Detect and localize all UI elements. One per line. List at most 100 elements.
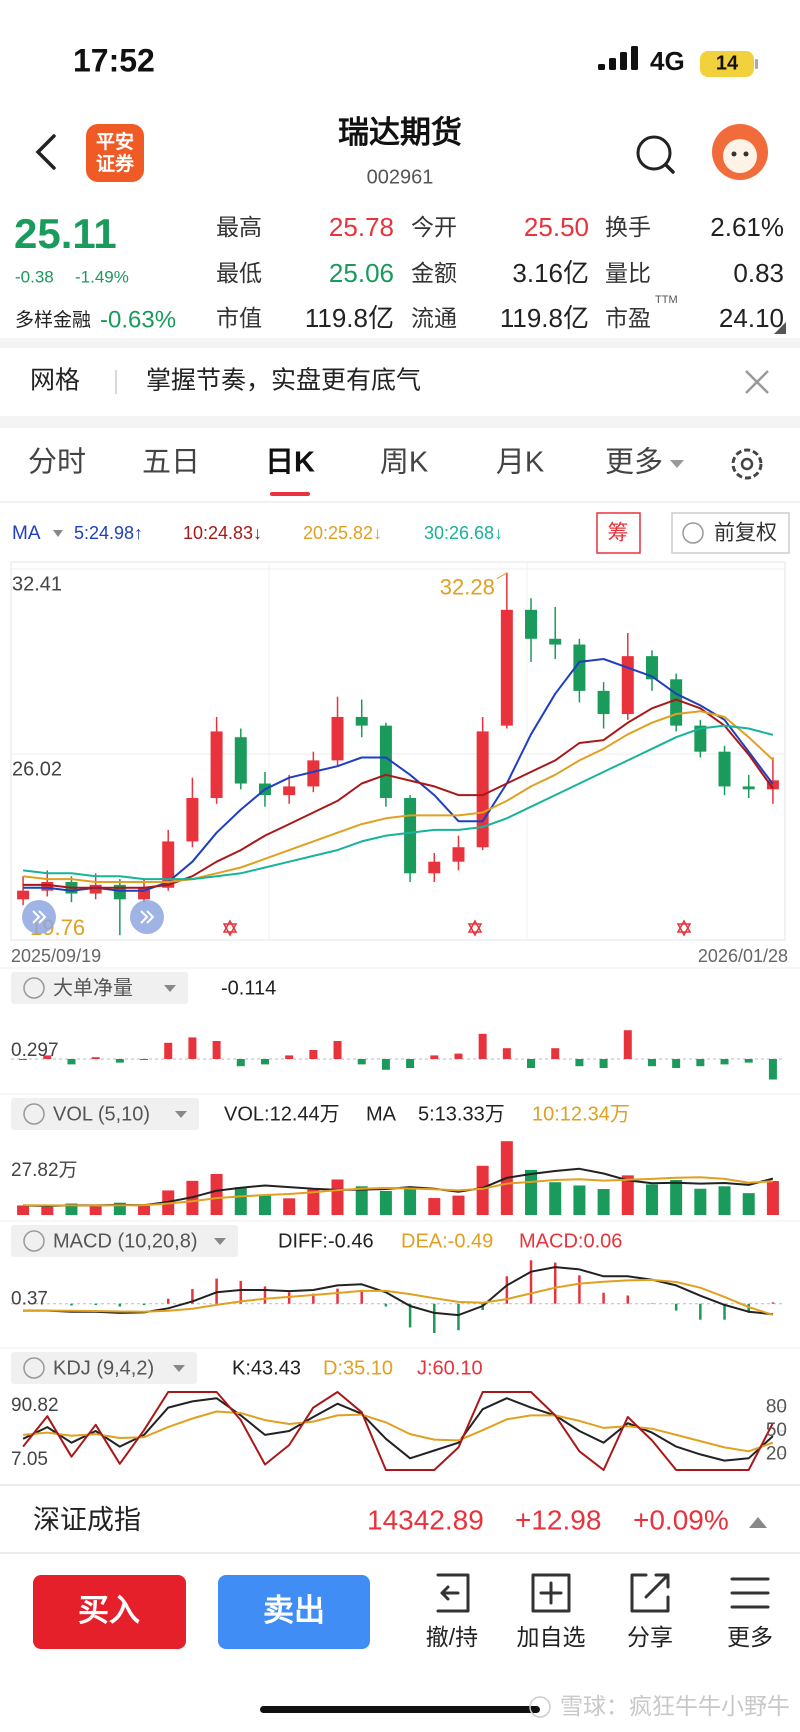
panel-legend: VOL:12.44万: [224, 1103, 340, 1125]
field-label: 最高: [216, 214, 262, 240]
net-bar: [502, 1048, 511, 1059]
info-icon: [23, 1230, 45, 1252]
net-bar: [91, 1057, 100, 1059]
tab[interactable]: 周K: [380, 447, 429, 479]
corner-mark: [774, 322, 786, 334]
net-bar: [333, 1041, 342, 1059]
ma-value: 30:26.68↓: [424, 523, 503, 543]
nav-label: 加自选: [517, 1624, 586, 1650]
ma-line: [22, 724, 774, 881]
candle-body: [766, 780, 779, 790]
y-tick-label: 20: [766, 1443, 787, 1464]
buy-button[interactable]: [33, 1575, 186, 1649]
panel-caret: [173, 1365, 185, 1372]
panel-legend: MACD:0.06: [519, 1230, 622, 1252]
net-bar: [430, 1055, 439, 1059]
volume-bar: [645, 1184, 658, 1215]
index-caret: [749, 1517, 767, 1528]
battery-tip: [755, 59, 758, 69]
candle-body: [428, 861, 441, 874]
nav-icon[interactable]: [630, 1573, 670, 1613]
battery-level: 14: [716, 52, 739, 74]
net-bar: [720, 1059, 729, 1065]
field-label: 金额: [411, 260, 457, 286]
panel-legend: DIFF:-0.46: [278, 1230, 374, 1252]
panel-legend: D:35.10: [323, 1357, 393, 1379]
tab-underline: [270, 492, 310, 496]
sell-button[interactable]: [218, 1575, 370, 1649]
avatar-eye: [731, 151, 737, 157]
tab-more-caret: [670, 460, 684, 468]
index-change: +12.98: [515, 1504, 601, 1535]
signal-bar: [631, 46, 638, 70]
tab[interactable]: 月K: [496, 447, 545, 479]
panel-header[interactable]: [11, 1352, 197, 1384]
panel-title: VOL (5,10): [53, 1103, 150, 1125]
banner-text: 掌握节奏，实盘更有底气: [146, 367, 421, 395]
nav-icon[interactable]: [436, 1573, 470, 1613]
broker-logo: [86, 124, 144, 182]
net-bar: [744, 1059, 753, 1063]
field-value: 25.78: [329, 212, 394, 242]
volume-bar: [379, 1190, 392, 1215]
ma-value: 5:24.98↑: [74, 523, 143, 543]
settings-button[interactable]: [731, 448, 763, 480]
panel-title: MACD (10,20,8): [53, 1230, 198, 1252]
nav-icon[interactable]: [730, 1577, 770, 1609]
watermark-logo: [529, 1696, 551, 1718]
adjust-button-text: 前复权: [714, 522, 777, 545]
field-label: 今开: [411, 214, 457, 240]
tab[interactable]: 更多: [605, 446, 663, 479]
field-label: 流通: [411, 305, 457, 331]
field-label: 市值: [216, 305, 262, 331]
panel-legend: J:60.10: [417, 1357, 483, 1379]
chip-button[interactable]: [596, 512, 641, 554]
candle-body: [162, 841, 175, 888]
info-icon: [23, 1357, 45, 1379]
net-bar: [768, 1059, 777, 1080]
volume-bar: [138, 1205, 151, 1215]
candle-body: [500, 609, 513, 726]
panel-caret: [164, 985, 176, 992]
panel-header[interactable]: [11, 972, 188, 1004]
adjust-button[interactable]: [671, 512, 790, 554]
chip-button-text: 筹: [608, 522, 629, 545]
net-bar: [478, 1033, 487, 1059]
net-bar: [43, 1055, 52, 1059]
axis-label: 7.05: [11, 1449, 48, 1470]
sector-name: 多样金融: [15, 309, 91, 331]
panel-legend: -0.114: [221, 977, 276, 999]
status-time: 17:52: [73, 42, 155, 78]
candle-body: [89, 884, 102, 894]
start-date: 2025/09/19: [11, 946, 101, 966]
net-bar: [696, 1059, 705, 1067]
candle-body: [718, 751, 731, 787]
candle-body: [476, 731, 489, 848]
tab[interactable]: 日K: [265, 447, 315, 479]
volume-bar: [65, 1203, 78, 1215]
net-bar: [623, 1030, 632, 1059]
broker-logo-text: 平安: [96, 130, 134, 153]
signal-bar: [620, 52, 627, 70]
y-tick-label: 50: [766, 1420, 787, 1441]
panel-header[interactable]: [11, 1098, 199, 1130]
nav-icon[interactable]: [531, 1573, 571, 1613]
tab[interactable]: 五日: [142, 447, 200, 479]
volume-bar: [404, 1188, 417, 1215]
tab[interactable]: 分时: [28, 446, 86, 479]
volume-bar: [210, 1174, 223, 1215]
search-button[interactable]: [636, 135, 672, 171]
indicator-line: [22, 1391, 774, 1471]
candle-body: [17, 890, 30, 900]
banner-close[interactable]: [745, 370, 769, 394]
back-button[interactable]: [35, 134, 56, 170]
stock-name: 瑞达期货: [338, 115, 462, 150]
panel-header[interactable]: [11, 1225, 238, 1257]
candle-body: [283, 786, 296, 796]
net-bar: [19, 1059, 28, 1060]
stock-code: 002961: [367, 166, 434, 188]
buy-label: 买入: [78, 1593, 140, 1628]
candle-body: [621, 656, 634, 715]
y-tick-label: 26.02: [12, 758, 62, 780]
